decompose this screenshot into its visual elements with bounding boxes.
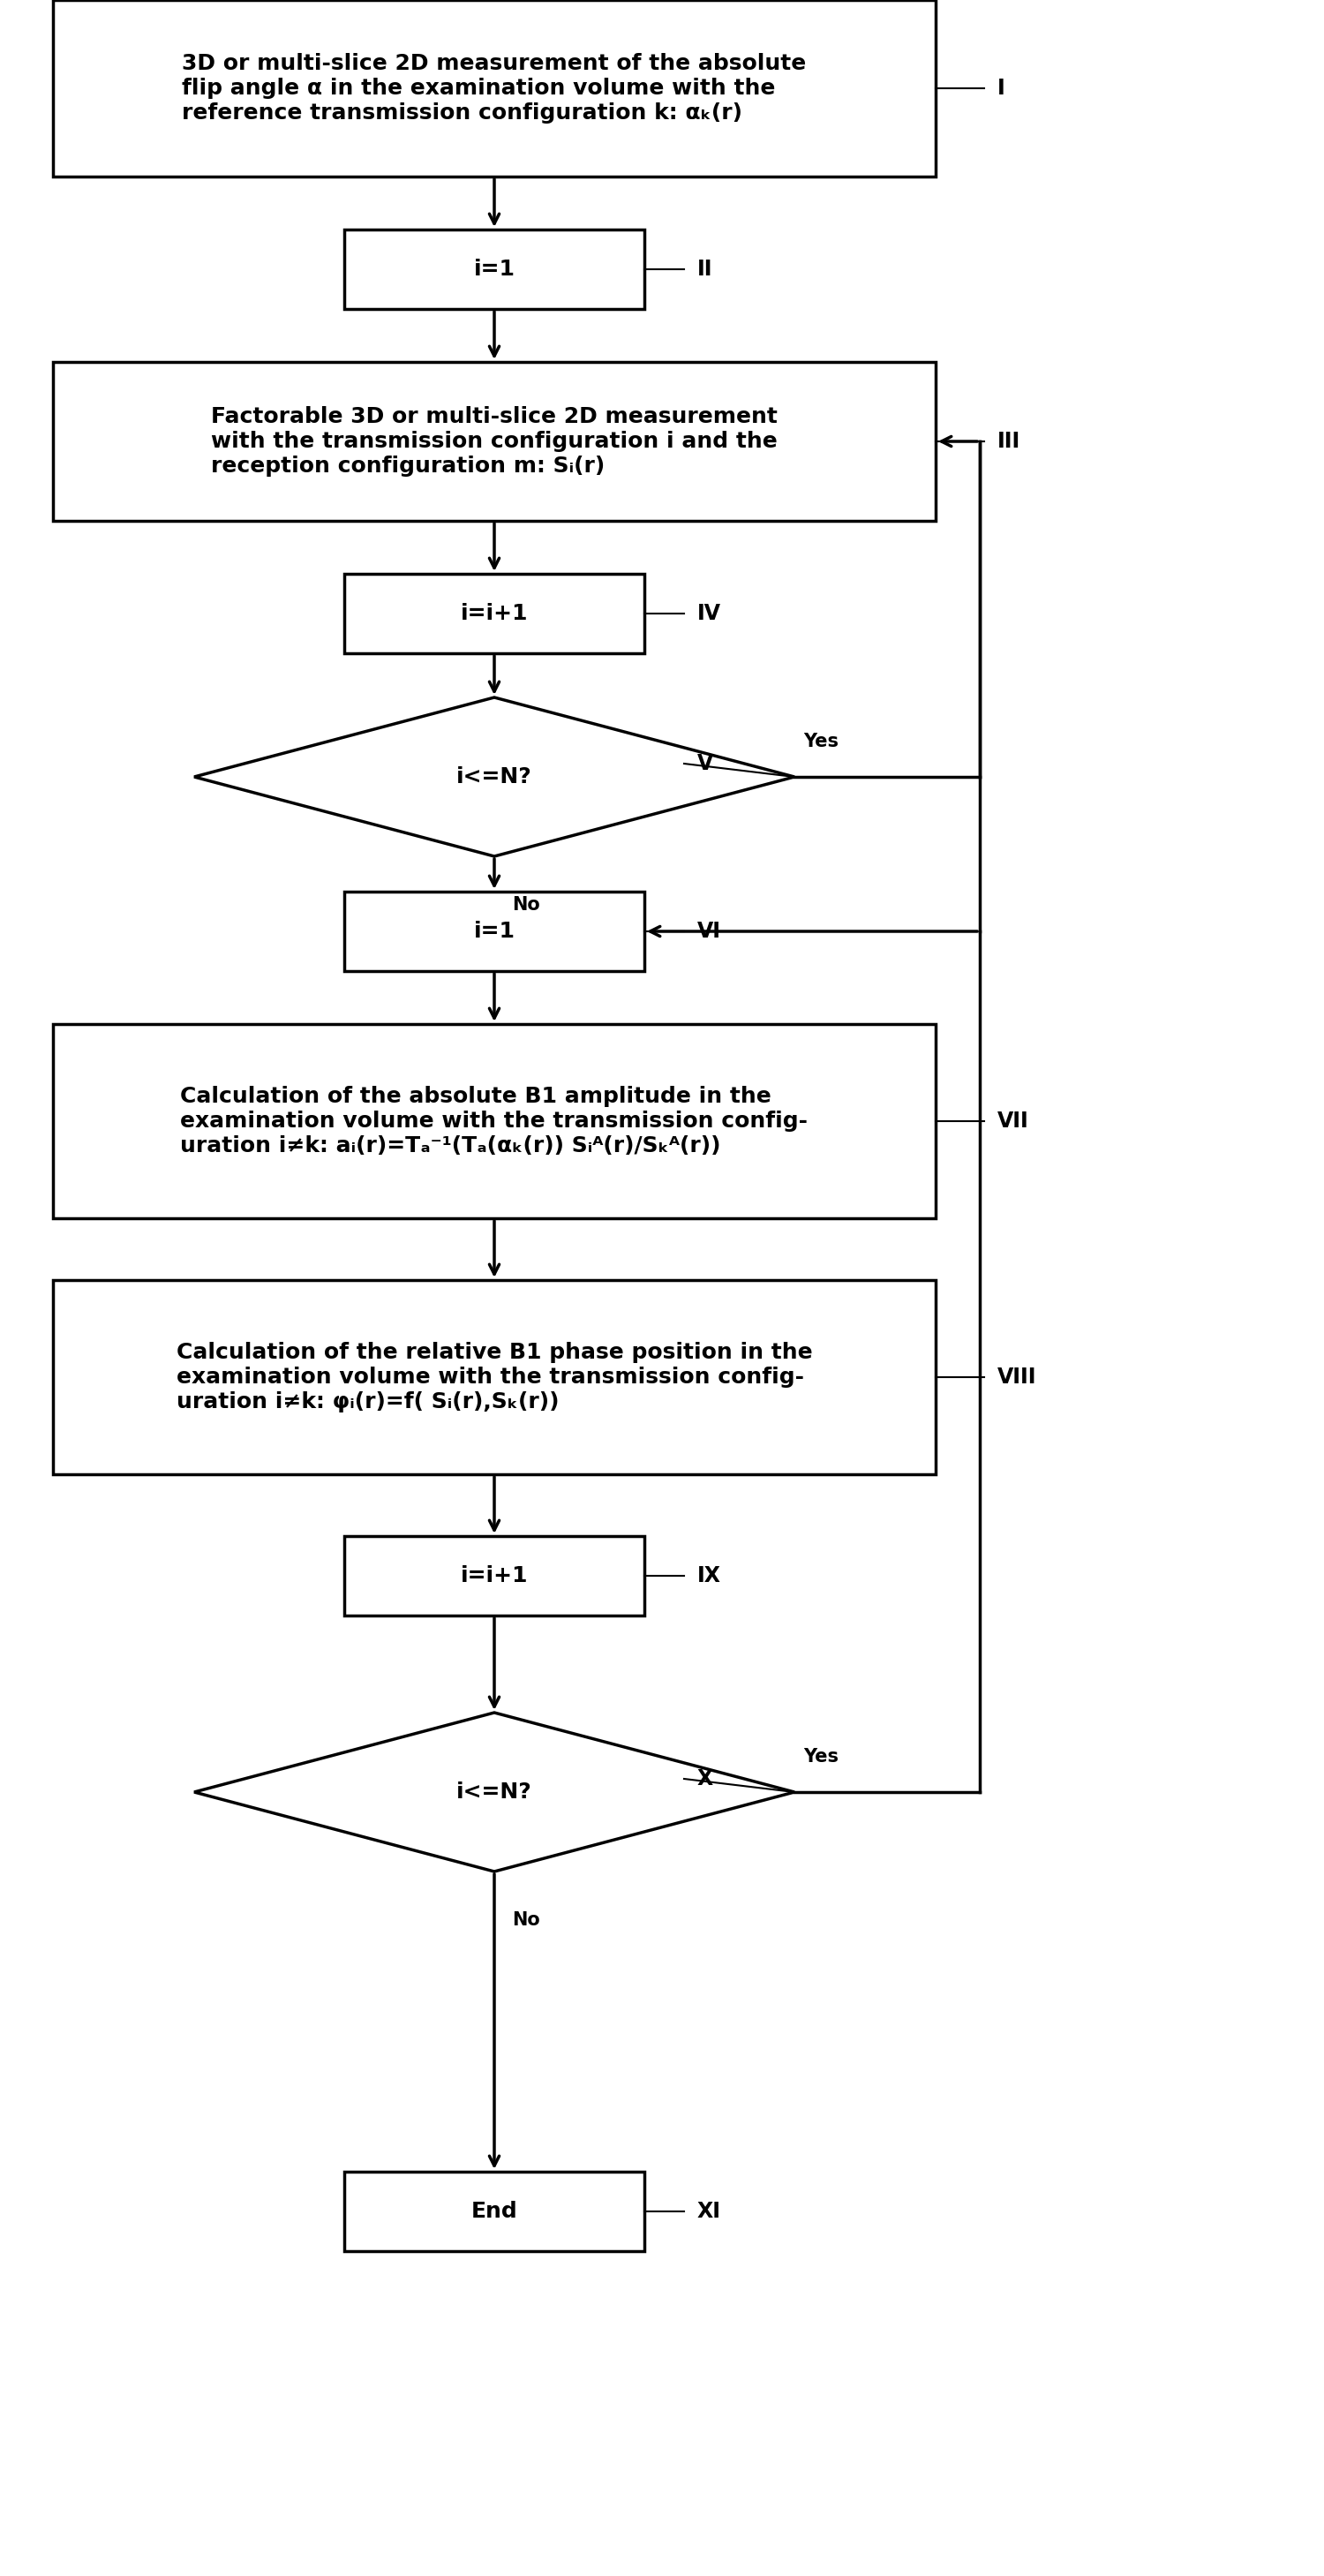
- Text: Calculation of the relative B1 phase position in the
examination volume with the: Calculation of the relative B1 phase pos…: [176, 1342, 813, 1412]
- Text: I: I: [997, 77, 1005, 98]
- Text: No: No: [512, 1911, 540, 1929]
- Text: 3D or multi-slice 2D measurement of the absolute
flip angle α in the examination: 3D or multi-slice 2D measurement of the …: [183, 54, 806, 124]
- Text: II: II: [698, 258, 712, 281]
- Text: IX: IX: [698, 1566, 722, 1587]
- Bar: [344, 891, 645, 971]
- Polygon shape: [195, 698, 794, 855]
- Text: IV: IV: [698, 603, 722, 623]
- Text: No: No: [512, 896, 540, 914]
- Text: End: End: [471, 2200, 518, 2223]
- Text: i=1: i=1: [474, 258, 515, 281]
- Text: VI: VI: [698, 920, 722, 943]
- Bar: [344, 1535, 645, 1615]
- Text: i=i+1: i=i+1: [461, 603, 528, 623]
- Text: i<=N?: i<=N?: [457, 1783, 532, 1803]
- Bar: [53, 1280, 936, 1473]
- Bar: [53, 0, 936, 178]
- Text: Yes: Yes: [804, 1749, 838, 1765]
- Bar: [344, 229, 645, 309]
- Text: i<=N?: i<=N?: [457, 765, 532, 788]
- Text: i=1: i=1: [474, 920, 515, 943]
- Text: Yes: Yes: [804, 732, 838, 750]
- Text: V: V: [698, 752, 714, 775]
- Text: XI: XI: [698, 2200, 722, 2223]
- Bar: [344, 574, 645, 654]
- Polygon shape: [195, 1713, 794, 1873]
- Text: III: III: [997, 430, 1021, 451]
- Bar: [53, 1025, 936, 1218]
- Text: VIII: VIII: [997, 1368, 1037, 1388]
- Bar: [344, 2172, 645, 2251]
- Text: Factorable 3D or multi-slice 2D measurement
with the transmission configuration : Factorable 3D or multi-slice 2D measurem…: [211, 407, 777, 477]
- Text: X: X: [698, 1767, 714, 1790]
- Bar: [53, 363, 936, 520]
- Text: i=i+1: i=i+1: [461, 1566, 528, 1587]
- Text: Calculation of the absolute B1 amplitude in the
examination volume with the tran: Calculation of the absolute B1 amplitude…: [180, 1087, 808, 1157]
- Text: VII: VII: [997, 1110, 1029, 1131]
